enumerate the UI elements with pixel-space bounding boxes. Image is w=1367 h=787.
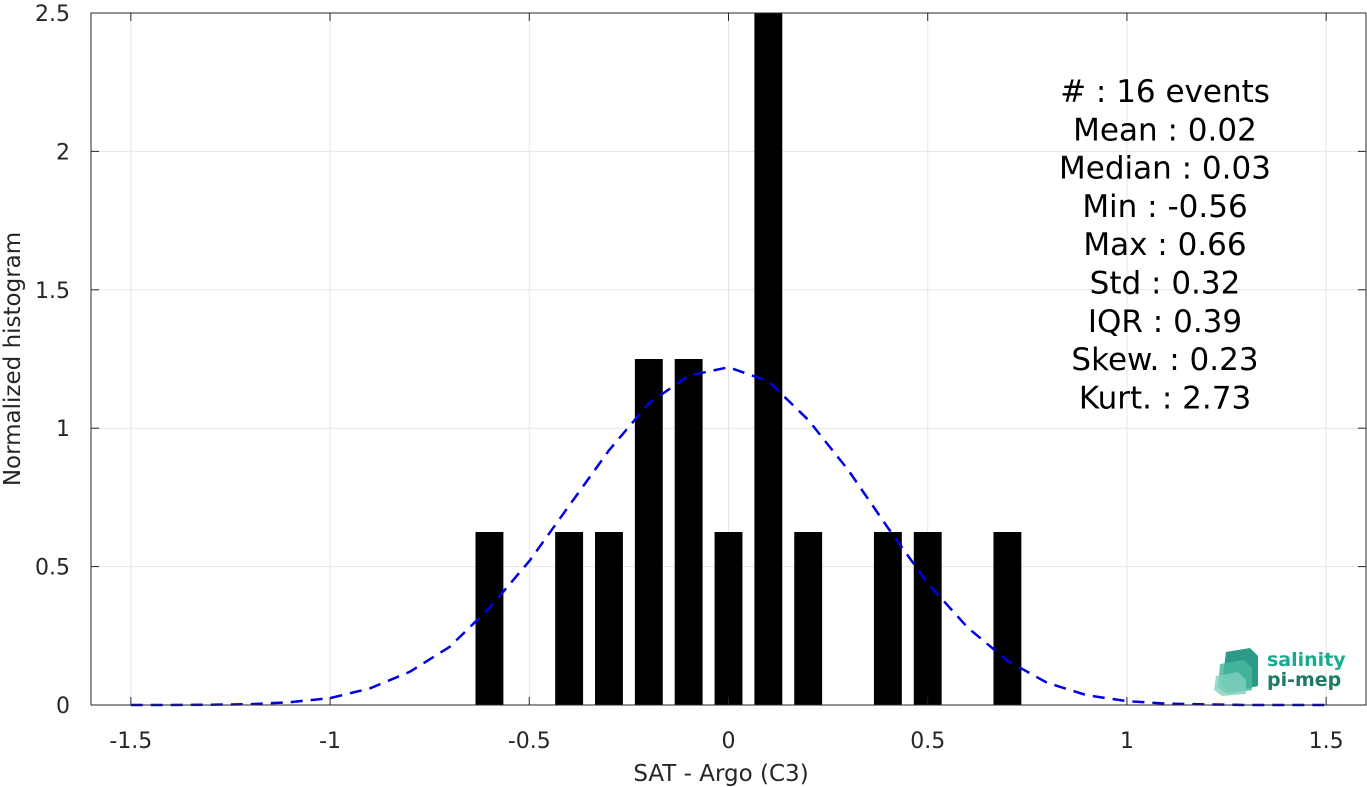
histogram-bar [754, 13, 783, 705]
histogram-bar [873, 532, 902, 705]
stat-line: Min : -0.56 [1082, 189, 1247, 225]
y-tick-label: 2 [56, 140, 70, 165]
histogram-bar [714, 532, 743, 705]
y-tick-label: 1 [56, 417, 70, 442]
y-tick-label: 1.5 [35, 279, 70, 304]
stat-line: Skew. : 0.23 [1071, 342, 1258, 378]
histogram-bar [555, 532, 584, 705]
x-tick-label: 1 [1120, 729, 1134, 754]
x-tick-label: -1.5 [109, 729, 152, 754]
y-axis-label: Normalized histogram [0, 232, 26, 486]
x-tick-label: 0 [722, 729, 736, 754]
stat-line: Kurt. : 2.73 [1079, 380, 1251, 416]
stat-line: Max : 0.66 [1083, 227, 1246, 263]
stat-line: # : 16 events [1060, 74, 1270, 110]
x-tick-label: 0.5 [910, 729, 945, 754]
y-tick-label: 2.5 [35, 2, 70, 27]
stat-line: IQR : 0.39 [1088, 304, 1242, 340]
axes [90, 12, 1367, 706]
histogram-bar [794, 532, 823, 705]
x-tick-label: -1 [319, 729, 341, 754]
histogram-bar [475, 532, 504, 705]
histogram-bar [595, 532, 623, 705]
stat-line: Std : 0.32 [1090, 266, 1241, 302]
y-tick-label: 0 [56, 694, 70, 719]
x-tick-label: 1.5 [1309, 729, 1344, 754]
logo-text-pi-mep: pi-mep [1267, 669, 1341, 691]
histogram-bar [634, 359, 663, 705]
x-tick-label: -0.5 [508, 729, 551, 754]
histogram-bar [913, 532, 942, 705]
histogram-bar [993, 532, 1022, 705]
logo-text-salinity: salinity [1267, 649, 1346, 671]
stat-line: Median : 0.03 [1059, 151, 1271, 187]
logo-mark-icon [1214, 648, 1258, 696]
stat-line: Mean : 0.02 [1073, 112, 1257, 148]
y-tick-label: 0.5 [35, 556, 70, 581]
salinity-pi-mep-logo: salinity pi-mep [1214, 648, 1346, 696]
histogram-bars [475, 13, 1022, 705]
histogram-bar [674, 359, 703, 705]
tick-labels: -1.5 -1 -0.5 0 0.5 1 1.5 0 0.5 1 1.5 2 2.5 [35, 2, 1344, 754]
x-axis-label: SAT - Argo (C3) [633, 761, 808, 787]
